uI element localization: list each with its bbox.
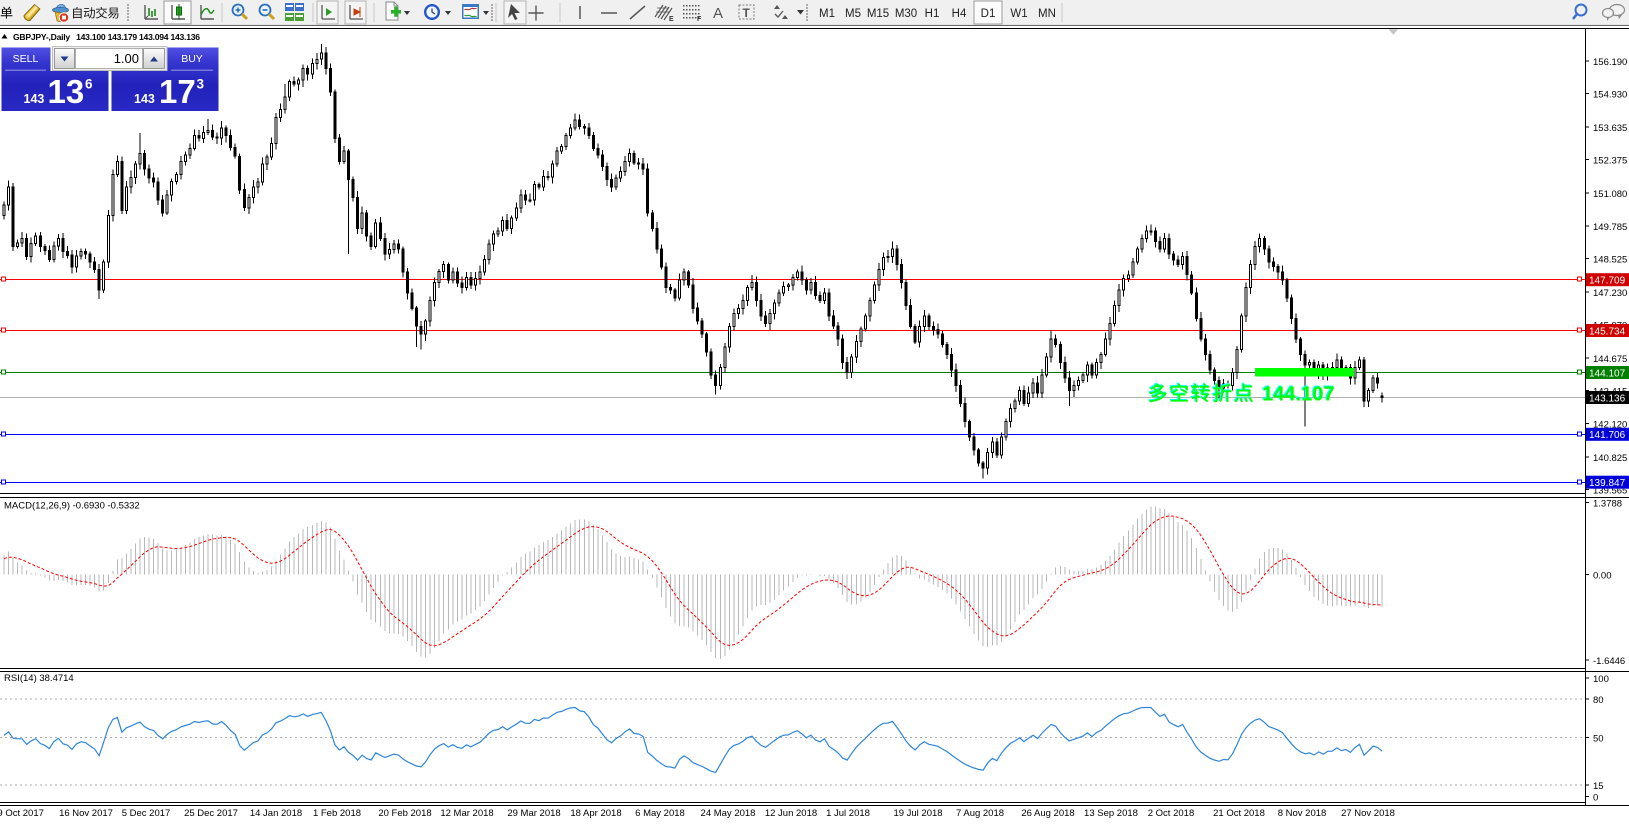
svg-text:25 Dec 2017: 25 Dec 2017 — [184, 808, 238, 819]
svg-text:12 Jun 2018: 12 Jun 2018 — [765, 808, 817, 819]
svg-text:143: 143 — [134, 92, 155, 106]
svg-text:144.107: 144.107 — [1589, 368, 1626, 379]
svg-text:GBPJPY-,Daily 143.100 143.179: GBPJPY-,Daily 143.100 143.179 143.094 14… — [13, 32, 200, 42]
svg-text:16 Nov 2017: 16 Nov 2017 — [59, 808, 113, 819]
svg-text:152.375: 152.375 — [1593, 156, 1627, 167]
svg-text:149.785: 149.785 — [1593, 222, 1627, 233]
svg-text:19 Jul 2018: 19 Jul 2018 — [893, 808, 942, 819]
svg-text:143.136: 143.136 — [1589, 393, 1626, 404]
svg-text:26 Aug 2018: 26 Aug 2018 — [1021, 808, 1074, 819]
svg-text:141.706: 141.706 — [1589, 430, 1626, 441]
svg-text:W1: W1 — [1010, 8, 1027, 20]
svg-text:15: 15 — [1593, 781, 1604, 792]
svg-text:5 Dec 2017: 5 Dec 2017 — [122, 808, 171, 819]
svg-text:MN: MN — [1038, 8, 1056, 20]
svg-text:100: 100 — [1593, 674, 1609, 685]
svg-text:145.734: 145.734 — [1589, 326, 1626, 337]
svg-text:148.525: 148.525 — [1593, 255, 1627, 266]
svg-text:M1: M1 — [819, 8, 835, 20]
svg-text:13: 13 — [48, 73, 85, 110]
svg-text:0.00: 0.00 — [1593, 571, 1612, 582]
svg-text:142.120: 142.120 — [1593, 420, 1627, 431]
svg-text:153.635: 153.635 — [1593, 123, 1627, 134]
svg-text:H4: H4 — [952, 8, 967, 20]
svg-text:6: 6 — [85, 77, 93, 92]
svg-text:RSI(14) 38.4714: RSI(14) 38.4714 — [4, 673, 74, 684]
svg-text:140.825: 140.825 — [1593, 453, 1627, 464]
svg-text:1.3788: 1.3788 — [1593, 499, 1622, 510]
svg-text:12 Mar 2018: 12 Mar 2018 — [440, 808, 493, 819]
svg-text:E: E — [669, 16, 674, 23]
svg-text:7 Aug 2018: 7 Aug 2018 — [956, 808, 1004, 819]
svg-text:151.080: 151.080 — [1593, 189, 1627, 200]
svg-text:154.930: 154.930 — [1593, 90, 1627, 101]
svg-text:80: 80 — [1593, 695, 1604, 706]
svg-text:147.230: 147.230 — [1593, 288, 1627, 299]
svg-text:F: F — [697, 16, 702, 23]
svg-text:147.709: 147.709 — [1589, 276, 1626, 287]
svg-text:139.565: 139.565 — [1593, 486, 1627, 497]
svg-text:18 Apr 2018: 18 Apr 2018 — [570, 808, 621, 819]
svg-text:SELL: SELL — [13, 53, 39, 65]
svg-text:144.107: 144.107 — [1262, 384, 1334, 406]
svg-text:21 Oct 2018: 21 Oct 2018 — [1213, 808, 1265, 819]
svg-text:1 Feb 2018: 1 Feb 2018 — [313, 808, 361, 819]
svg-text:A: A — [713, 5, 723, 22]
svg-text:144.675: 144.675 — [1593, 354, 1627, 365]
svg-text:14 Jan 2018: 14 Jan 2018 — [250, 808, 302, 819]
svg-text:D1: D1 — [981, 8, 996, 20]
svg-text:13 Sep 2018: 13 Sep 2018 — [1084, 808, 1138, 819]
svg-text:8 Nov 2018: 8 Nov 2018 — [1278, 808, 1327, 819]
svg-text:144.107: 144.107 — [1261, 383, 1333, 405]
svg-text:3: 3 — [197, 77, 205, 92]
svg-text:2 Oct 2018: 2 Oct 2018 — [1148, 808, 1194, 819]
svg-text:1.00: 1.00 — [114, 51, 139, 66]
svg-text:0: 0 — [1593, 793, 1598, 804]
svg-text:M30: M30 — [895, 8, 917, 20]
svg-text:24 May 2018: 24 May 2018 — [701, 808, 756, 819]
svg-text:29 Oct 2017: 29 Oct 2017 — [0, 808, 44, 819]
svg-text:27 Nov 2018: 27 Nov 2018 — [1341, 808, 1395, 819]
svg-text:T: T — [743, 6, 751, 20]
svg-text:156.190: 156.190 — [1593, 57, 1627, 68]
svg-text:6 May 2018: 6 May 2018 — [635, 808, 685, 819]
svg-text:BUY: BUY — [181, 53, 203, 65]
svg-text:139.847: 139.847 — [1589, 478, 1626, 489]
svg-text:M5: M5 — [845, 8, 861, 20]
svg-text:143: 143 — [24, 92, 45, 106]
svg-text:-1.6446: -1.6446 — [1593, 656, 1625, 667]
svg-text:MACD(12,26,9) -0.6930 -0.5332: MACD(12,26,9) -0.6930 -0.5332 — [4, 501, 140, 512]
svg-text:H1: H1 — [925, 8, 940, 20]
svg-text:50: 50 — [1593, 734, 1604, 745]
svg-text:M15: M15 — [867, 8, 889, 20]
svg-text:20 Feb 2018: 20 Feb 2018 — [378, 808, 431, 819]
svg-text:1 Jul 2018: 1 Jul 2018 — [826, 808, 870, 819]
svg-text:29 Mar 2018: 29 Mar 2018 — [507, 808, 560, 819]
svg-text:17: 17 — [159, 73, 196, 110]
